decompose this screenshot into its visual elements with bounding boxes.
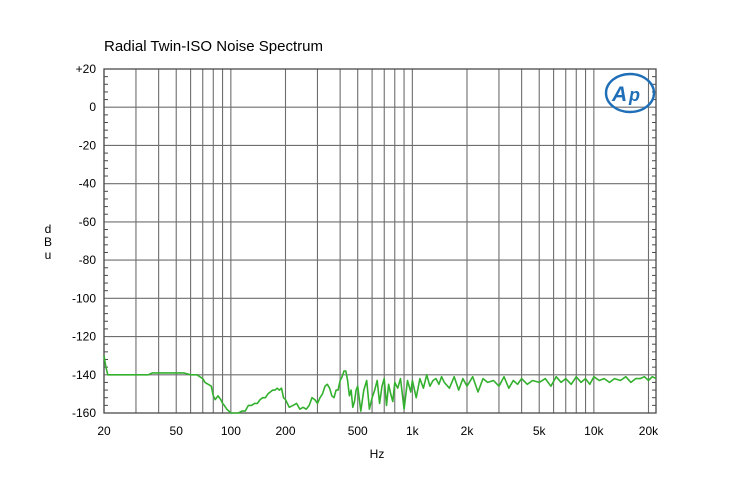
grid xyxy=(103,68,656,414)
y-tick-label-2: -20 xyxy=(79,138,97,152)
x-tick-label-2: 100 xyxy=(221,424,241,438)
plot-border xyxy=(103,68,657,414)
x-tick-label-5: 1k xyxy=(406,424,420,438)
series-line-0 xyxy=(103,355,657,414)
x-tick-label-8: 10k xyxy=(584,424,604,438)
x-tick-label-7: 5k xyxy=(533,424,547,438)
y-axis-label-char-2: u xyxy=(45,248,52,262)
svg-text:A: A xyxy=(611,83,627,106)
x-tick-label-3: 200 xyxy=(275,424,295,438)
x-tick-label-9: 20k xyxy=(639,424,659,438)
x-tick-label-1: 50 xyxy=(170,424,184,438)
y-tick-label-5: -80 xyxy=(79,253,97,267)
x-tick-label-6: 2k xyxy=(461,424,475,438)
x-axis-ticks: 20 50 100 200 500 1k 2k 5k 10k 20k xyxy=(97,424,659,438)
y-tick-label-9: -160 xyxy=(72,406,96,420)
x-tick-label-4: 500 xyxy=(348,424,368,438)
plot-frame xyxy=(103,68,657,414)
y-axis-label: dBu xyxy=(44,222,52,262)
x-tick-label-0: 20 xyxy=(97,424,111,438)
y-axis-label-char-1: B xyxy=(44,235,52,249)
y-tick-label-6: -100 xyxy=(72,291,96,305)
y-tick-label-8: -140 xyxy=(72,368,96,382)
y-tick-label-0: +20 xyxy=(76,62,97,76)
y-tick-label-3: -40 xyxy=(79,177,97,191)
ap-logo: A p xyxy=(604,72,656,114)
svg-text:p: p xyxy=(628,85,640,105)
y-tick-label-1: 0 xyxy=(89,100,96,114)
chart-title: Radial Twin-ISO Noise Spectrum xyxy=(104,38,323,55)
series-layer xyxy=(103,355,657,414)
y-axis-ticks: +20 0 -20 -40 -60 -80 -100 -120 -140 -160 xyxy=(72,62,656,420)
x-axis-label: Hz xyxy=(370,447,385,461)
y-tick-label-4: -60 xyxy=(79,215,97,229)
y-axis-label-char-0: d xyxy=(45,222,52,236)
y-tick-label-7: -120 xyxy=(72,330,96,344)
